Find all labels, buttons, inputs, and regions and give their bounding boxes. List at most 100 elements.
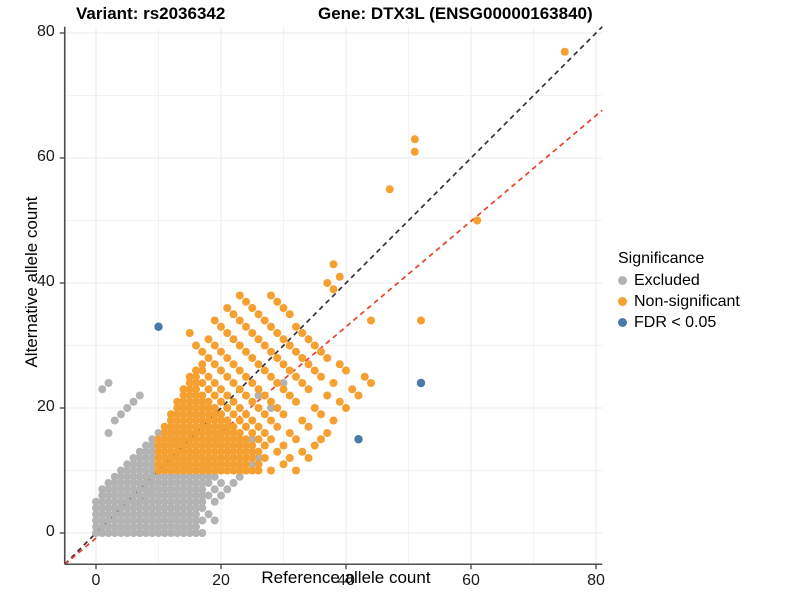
data-point xyxy=(204,435,213,444)
data-point xyxy=(223,460,232,469)
data-point xyxy=(254,454,263,462)
data-point xyxy=(117,516,125,525)
data-point xyxy=(135,497,144,506)
data-point xyxy=(267,466,275,475)
legend-item-non-significant[interactable]: Non-significant xyxy=(618,291,794,312)
data-point xyxy=(192,491,200,500)
data-point xyxy=(173,497,182,506)
data-point xyxy=(410,135,419,144)
data-point xyxy=(148,447,157,456)
data-point xyxy=(248,454,257,462)
data-point xyxy=(173,529,182,537)
data-point xyxy=(104,479,113,487)
data-point xyxy=(348,385,357,394)
data-point xyxy=(179,447,188,456)
data-point xyxy=(98,491,107,500)
data-point xyxy=(185,491,194,500)
data-point xyxy=(273,404,282,412)
data-point xyxy=(217,447,225,456)
data-point xyxy=(179,416,188,425)
data-point xyxy=(229,310,238,319)
data-point xyxy=(254,360,263,369)
data-point xyxy=(198,397,207,406)
data-point xyxy=(179,497,188,506)
data-point xyxy=(254,335,263,344)
data-point xyxy=(104,429,113,437)
data-point xyxy=(173,504,182,512)
data-point xyxy=(198,391,207,400)
x-tick-label: 80 xyxy=(587,572,605,590)
data-point xyxy=(179,472,188,481)
data-point xyxy=(160,447,169,456)
data-point xyxy=(179,529,188,537)
data-point xyxy=(210,435,219,444)
series-non-significant xyxy=(154,47,569,475)
data-point xyxy=(98,529,107,537)
series-fdr-0-05 xyxy=(154,322,426,444)
legend-item-fdr-0-05[interactable]: FDR < 0.05 xyxy=(618,312,794,333)
data-point xyxy=(129,466,138,475)
data-point xyxy=(342,404,350,412)
data-point xyxy=(360,372,369,381)
data-point xyxy=(210,466,219,475)
data-point xyxy=(192,447,200,456)
data-point xyxy=(223,454,232,462)
data-point xyxy=(235,341,244,350)
data-point xyxy=(104,497,113,506)
data-point xyxy=(129,497,138,506)
data-point xyxy=(129,491,138,500)
y-tick-label: 0 xyxy=(45,523,55,540)
data-point xyxy=(179,397,188,406)
data-point xyxy=(148,472,157,481)
data-point xyxy=(179,422,188,431)
data-point xyxy=(367,316,375,325)
legend-item-excluded[interactable]: Excluded xyxy=(618,270,794,291)
data-point xyxy=(223,466,232,475)
data-point xyxy=(223,441,232,450)
data-point xyxy=(179,504,188,512)
data-point xyxy=(129,472,138,481)
data-point xyxy=(323,429,332,437)
data-point xyxy=(192,454,200,462)
data-point xyxy=(185,522,194,531)
data-point xyxy=(160,454,169,462)
data-point xyxy=(154,460,163,469)
data-point xyxy=(148,510,157,519)
data-point xyxy=(123,504,132,512)
data-point xyxy=(217,385,225,394)
data-point xyxy=(135,472,144,481)
data-point xyxy=(135,454,144,462)
data-point xyxy=(223,329,232,337)
data-point xyxy=(167,491,175,500)
data-point xyxy=(129,504,138,512)
data-point xyxy=(273,379,282,387)
data-point xyxy=(142,522,150,531)
data-point xyxy=(129,460,138,469)
data-point xyxy=(273,422,282,431)
data-point xyxy=(235,385,244,394)
data-point xyxy=(154,529,163,537)
data-point xyxy=(217,397,225,406)
data-point xyxy=(129,529,138,537)
data-point xyxy=(260,429,269,437)
data-point xyxy=(204,385,213,394)
data-point xyxy=(254,466,263,475)
data-point xyxy=(248,304,257,312)
data-point xyxy=(179,485,188,494)
data-point xyxy=(179,429,188,437)
data-point xyxy=(179,522,188,531)
data-point xyxy=(354,391,363,400)
data-point xyxy=(142,460,150,469)
data-point xyxy=(104,529,113,537)
data-point xyxy=(285,310,294,319)
data-point xyxy=(154,485,163,494)
data-point xyxy=(142,516,150,525)
data-point xyxy=(248,466,257,475)
data-point xyxy=(210,379,219,387)
data-point xyxy=(148,435,157,444)
data-point xyxy=(217,435,225,444)
data-point xyxy=(135,510,144,519)
axis-lines xyxy=(63,26,603,566)
data-point xyxy=(229,454,238,462)
data-point xyxy=(204,397,213,406)
